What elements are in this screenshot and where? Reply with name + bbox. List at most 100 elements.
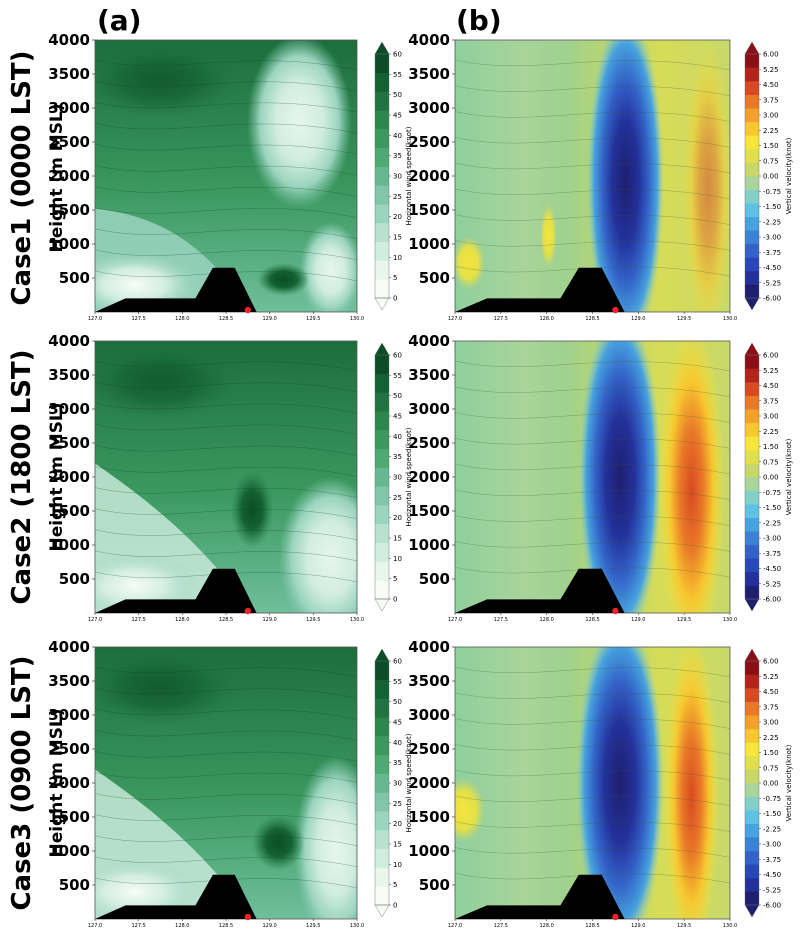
y-tick-label: 3000 — [48, 706, 90, 724]
x-tick-label: 127.0 — [88, 617, 102, 623]
case2-vertical-axes: 500 1000 1500 2000 2500 3000 3500 4000 127.0 127.… — [408, 332, 737, 623]
colorbar-tick-label: -0.75 — [763, 188, 781, 196]
case1-vertical-location-marker — [612, 306, 619, 314]
x-tick-label: 129.5 — [306, 316, 320, 322]
colorbar-label: Vertical velocity(knot) — [785, 137, 793, 214]
y-tick-label: 4000 — [48, 638, 90, 656]
colorbar-tick-label: 0 — [393, 902, 397, 910]
y-tick-label: 2000 — [408, 774, 450, 792]
colorbar-tick-label: -4.50 — [763, 565, 781, 573]
y-tick-label: 1000 — [408, 842, 450, 860]
y-tick-label: 2500 — [48, 133, 90, 151]
x-tick-label: 130.0 — [723, 617, 737, 623]
colorbar-tick-label: 1.50 — [763, 443, 779, 451]
colorbar-tick-label: -1.50 — [763, 203, 781, 211]
x-tick-label: 129.0 — [631, 923, 645, 929]
y-tick-label: 1000 — [48, 842, 90, 860]
case3-wind-location-marker — [244, 913, 252, 921]
colorbar-tick-label: -2.25 — [763, 218, 781, 226]
y-tick-label: 1000 — [408, 235, 450, 253]
colorbar-tick-label: 4.50 — [763, 382, 779, 390]
x-tick-label: 128.0 — [540, 617, 554, 623]
y-tick-label: 500 — [59, 876, 90, 894]
x-tick-label: 129.5 — [677, 316, 691, 322]
y-tick-label: 1000 — [408, 536, 450, 554]
case2-vertical-terrain — [455, 568, 625, 615]
y-tick-label: 2500 — [408, 133, 450, 151]
x-tick-label: 128.0 — [540, 316, 554, 322]
case1-wind-field — [95, 40, 357, 312]
case2-wind-terrain — [95, 568, 257, 615]
colorbar-tick-label: 40 — [393, 132, 402, 140]
colorbar-tick-label: -3.00 — [763, 841, 781, 849]
colorbar-tick-label: 50 — [393, 698, 402, 706]
y-tick-label: 2000 — [48, 468, 90, 486]
x-tick-label: 129.0 — [263, 316, 277, 322]
colorbar-tick-label: 40 — [393, 433, 402, 441]
colorbar-tick-label: -3.75 — [763, 249, 781, 257]
colorbar-tick-label: 4.50 — [763, 81, 779, 89]
x-tick-label: 129.5 — [677, 617, 691, 623]
colorbar-tick-label: 50 — [393, 392, 402, 400]
colorbar-label: Vertical velocity(knot) — [785, 744, 793, 821]
colorbar-label: Horizontal wind speed(knot) — [405, 427, 413, 526]
colorbar-tick-label: 5 — [393, 881, 397, 889]
y-tick-label: 3000 — [408, 706, 450, 724]
colorbar-tick-label: 0.75 — [763, 157, 779, 165]
colorbar-tick-label: 3.75 — [763, 96, 779, 104]
case1-wind-terrain — [95, 267, 257, 314]
y-tick-label: 2000 — [408, 468, 450, 486]
case2-vertical-location-marker — [612, 607, 619, 615]
colorbar-tick-label: 25 — [393, 494, 402, 502]
x-tick-label: 128.0 — [175, 617, 189, 623]
y-tick-label: 500 — [59, 269, 90, 287]
colorbar-tick-label: -1.50 — [763, 504, 781, 512]
colorbar-tick-label: -5.25 — [763, 886, 781, 894]
x-tick-label: 130.0 — [723, 923, 737, 929]
y-tick-label: 4000 — [408, 332, 450, 350]
colorbar-label: Horizontal wind speed(knot) — [405, 126, 413, 225]
y-tick-label: 1500 — [48, 808, 90, 826]
case3-vertical-terrain — [455, 874, 625, 921]
y-tick-label: 500 — [419, 876, 450, 894]
colorbar-tick-label: 3.00 — [763, 719, 779, 727]
colorbar-tick-label: 60 — [393, 658, 402, 666]
x-tick-label: 128.5 — [585, 316, 599, 322]
colorbar-tick-label: -5.25 — [763, 279, 781, 287]
x-tick-label: 128.0 — [175, 923, 189, 929]
panel-letter-b: (b) — [456, 4, 502, 37]
y-tick-label: 4000 — [48, 332, 90, 350]
case2-label: Case2 (1800 LST) — [7, 349, 37, 604]
colorbar-tick-label: 10 — [393, 254, 402, 262]
colorbar-tick-label: 20 — [393, 820, 402, 828]
x-tick-label: 128.5 — [219, 316, 233, 322]
y-tick-label: 3500 — [48, 366, 90, 384]
colorbar-tick-label: 5 — [393, 274, 397, 282]
colorbar-tick-label: 15 — [393, 234, 402, 242]
colorbar-tick-label: 60 — [393, 352, 402, 360]
y-tick-label: 4000 — [408, 31, 450, 49]
case3-wind-colorbar: 0 5 10 15 20 25 30 35 40 45 50 55 60 Horizontal wind … — [374, 648, 413, 918]
x-tick-label: 127.5 — [132, 316, 146, 322]
x-tick-label: 127.5 — [132, 923, 146, 929]
colorbar-tick-label: -4.50 — [763, 871, 781, 879]
x-tick-label: 127.0 — [88, 316, 102, 322]
colorbar-tick-label: 10 — [393, 861, 402, 869]
colorbar-tick-label: 30 — [393, 780, 402, 788]
x-tick-label: 129.5 — [677, 923, 691, 929]
colorbar-tick-label: 35 — [393, 152, 402, 160]
colorbar-tick-label: 60 — [393, 51, 402, 59]
colorbar-tick-label: 45 — [393, 719, 402, 727]
y-tick-label: 3000 — [48, 400, 90, 418]
y-tick-label: 2500 — [408, 434, 450, 452]
y-tick-label: 500 — [419, 570, 450, 588]
colorbar-tick-label: -3.00 — [763, 234, 781, 242]
case3-vertical-colorbar: -6.00 -5.25 -4.50 -3.75 -3.00 -2.25 -1.50 -0.75… — [744, 648, 793, 918]
colorbar-tick-label: 10 — [393, 555, 402, 563]
case1-height-label: Height (m MSL) — [47, 103, 67, 252]
colorbar-label: Horizontal wind speed(knot) — [405, 733, 413, 832]
case2-height-label: Height (m MSL) — [47, 402, 67, 551]
y-tick-label: 3500 — [48, 65, 90, 83]
colorbar-tick-label: 1.50 — [763, 749, 779, 757]
colorbar-tick-label: 5 — [393, 575, 397, 583]
